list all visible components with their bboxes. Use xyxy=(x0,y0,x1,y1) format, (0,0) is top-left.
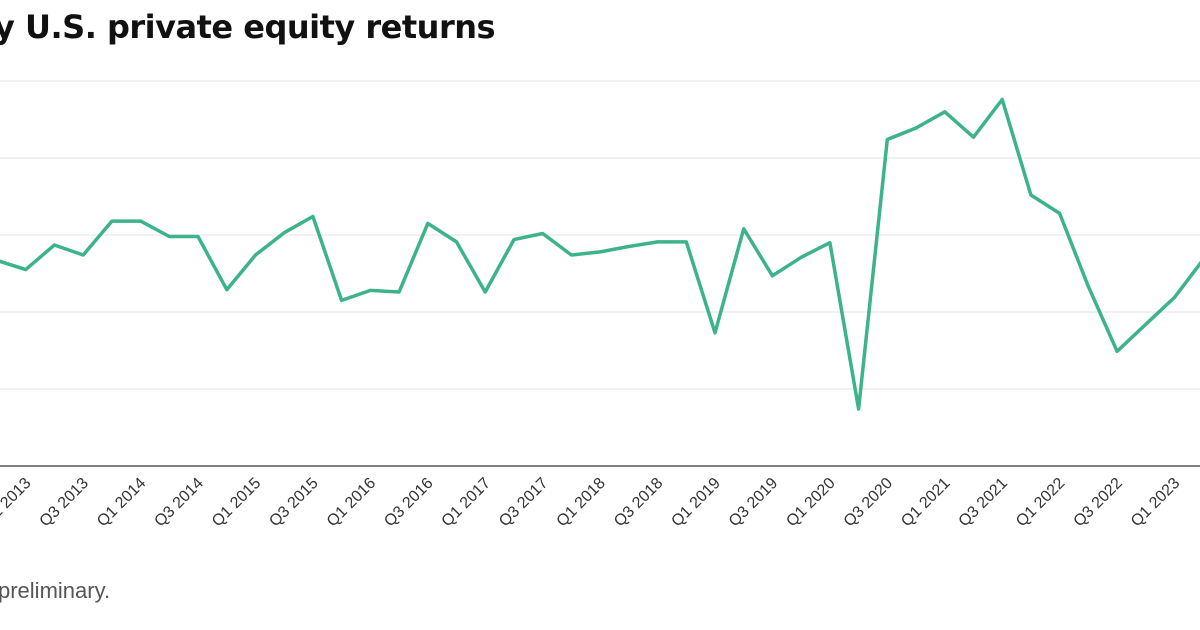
returns-series-line xyxy=(0,97,1200,411)
x-tick-label: Q1 2022 xyxy=(1013,475,1068,530)
x-tick-label: Q3 2014 xyxy=(151,475,206,530)
x-tick-label: Q3 2017 xyxy=(496,475,551,530)
x-tick-label: Q3 2018 xyxy=(611,475,666,530)
x-tick-label: Q3 2022 xyxy=(1070,475,1125,530)
chart-title: y U.S. private equity returns xyxy=(0,8,496,46)
x-tick-label: Q1 2021 xyxy=(898,475,953,530)
x-tick-label: Q3 2019 xyxy=(726,475,781,530)
x-tick-label: Q1 2013 xyxy=(0,475,35,530)
x-tick-label: Q3 2021 xyxy=(956,475,1011,530)
x-tick-label: Q1 2015 xyxy=(209,475,264,530)
x-tick-label: Q1 2017 xyxy=(439,475,494,530)
x-tick-label: Q3 2015 xyxy=(266,475,321,530)
x-tick-label: Q1 2023 xyxy=(1128,475,1183,530)
x-tick-label: Q1 2018 xyxy=(553,475,608,530)
x-tick-label: Q3 2016 xyxy=(381,475,436,530)
footnote: preliminary. xyxy=(0,578,111,603)
x-axis-tick-labels: Q1 2013 Q3 2013 Q1 2014 Q3 2014 Q1 2015 Q3 20… xyxy=(0,475,1183,530)
x-tick-label: Q1 2020 xyxy=(783,475,838,530)
x-tick-label: Q1 2014 xyxy=(94,475,149,530)
x-tick-label: Q3 2013 xyxy=(37,475,92,530)
x-tick-label: Q1 2019 xyxy=(668,475,723,530)
x-tick-label: Q3 2020 xyxy=(841,475,896,530)
gridlines xyxy=(0,80,1200,390)
x-tick-label: Q1 2016 xyxy=(324,475,379,530)
